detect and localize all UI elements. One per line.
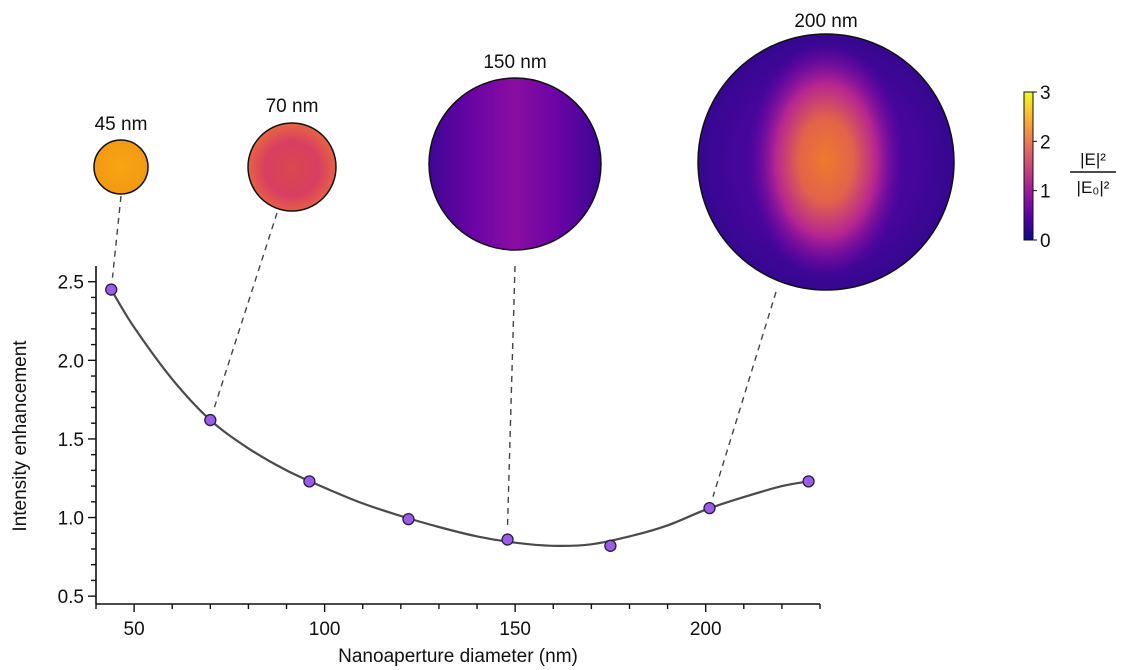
inset-label-150nm: 150 nm <box>483 52 546 73</box>
data-point <box>501 533 514 546</box>
colorbar-ticks: 0 1 2 3 <box>1033 83 1051 252</box>
data-point <box>802 475 815 488</box>
field-map-70nm <box>247 122 337 212</box>
data-point <box>105 283 118 296</box>
field-map-200nm-outline <box>697 33 955 291</box>
data-point <box>402 512 415 526</box>
inset-label-45nm: 45 nm <box>95 114 148 135</box>
inset-leader-lines <box>111 195 777 526</box>
data-points <box>105 283 815 552</box>
y-axis-title: Intensity enhancement <box>10 340 31 532</box>
colorbar-tick-label: 0 <box>1040 231 1051 252</box>
colorbar-label-denominator: |E₀|² <box>1077 178 1110 197</box>
leader-line <box>506 265 516 526</box>
inset-label-70nm: 70 nm <box>266 96 319 117</box>
leader-line <box>712 291 777 497</box>
inset-45nm: 45 nm <box>93 114 149 195</box>
colorbar-tick-label: 1 <box>1040 182 1051 203</box>
colorbar-tick-label: 2 <box>1040 132 1051 153</box>
field-map-45nm <box>93 139 149 195</box>
colorbar-gradient <box>1023 91 1034 241</box>
data-point <box>703 501 716 515</box>
field-map-200nm-hotspot <box>748 42 904 278</box>
y-tick-label: 1.0 <box>58 509 84 530</box>
data-point <box>604 539 617 552</box>
inset-70nm: 70 nm <box>247 96 337 212</box>
x-ticks: 50 100 150 200 <box>95 604 821 640</box>
leader-line <box>111 195 122 278</box>
x-tick-label: 100 <box>309 619 341 640</box>
x-tick-label: 50 <box>124 619 145 640</box>
x-tick-label: 200 <box>690 619 722 640</box>
y-ticks: 0.5 1.0 1.5 2.0 2.5 <box>58 273 96 608</box>
plot-area: 50 100 150 200 0.5 1.0 1.5 2.0 2.5 <box>58 195 821 640</box>
leader-line <box>213 212 278 409</box>
x-tick-label: 150 <box>499 619 531 640</box>
inset-label-200nm: 200 nm <box>794 11 857 32</box>
data-point <box>303 475 316 488</box>
inset-150nm: 150 nm <box>428 52 602 251</box>
y-tick-label: 2.5 <box>58 273 84 294</box>
data-point <box>204 413 217 427</box>
colorbar-label-numerator: |E|² <box>1080 150 1106 169</box>
colorbar: 0 1 2 3 |E|² |E₀|² <box>1023 83 1116 252</box>
y-tick-label: 1.5 <box>58 430 84 451</box>
colorbar-tick-label: 3 <box>1040 83 1051 104</box>
x-axis-title: Nanoaperture diameter (nm) <box>338 646 578 667</box>
field-map-150nm <box>428 77 602 251</box>
y-tick-label: 0.5 <box>58 587 84 608</box>
inset-200nm: 200 nm <box>697 11 955 291</box>
y-tick-label: 2.0 <box>58 351 84 372</box>
